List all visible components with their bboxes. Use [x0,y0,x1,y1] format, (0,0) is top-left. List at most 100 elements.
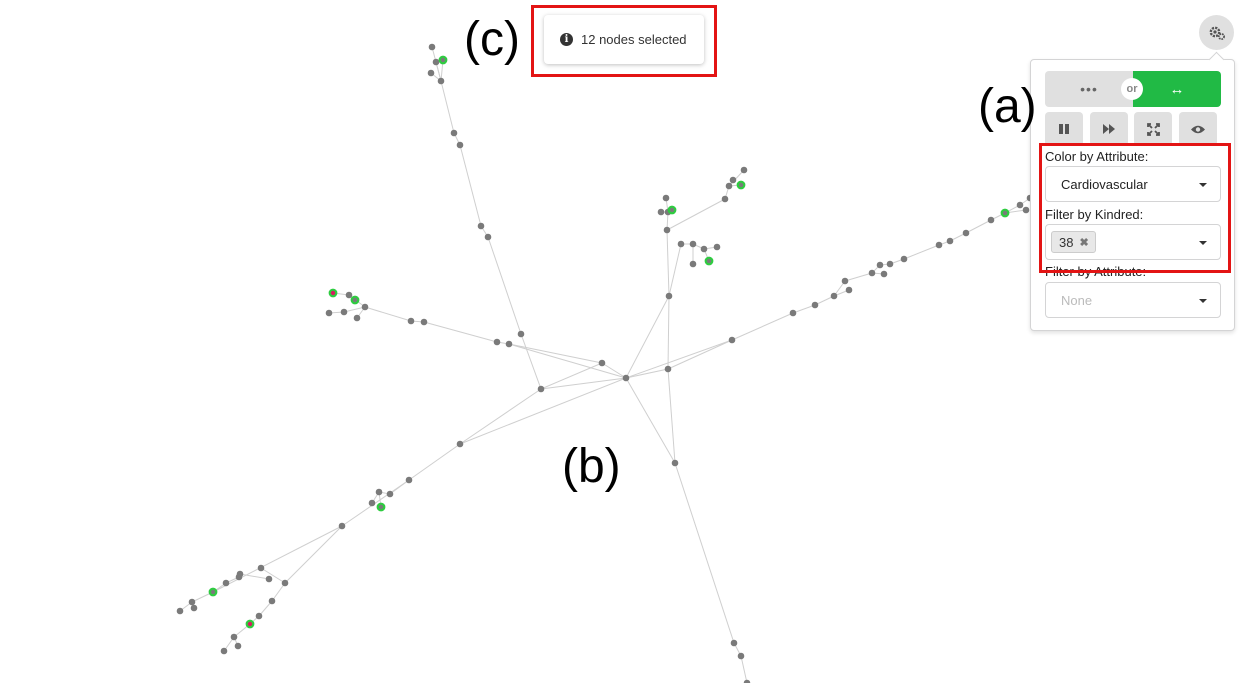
settings-button[interactable] [1199,15,1234,50]
graph-node[interactable] [230,633,238,641]
graph-node[interactable] [598,359,606,367]
graph-edge [440,80,455,134]
graph-node-selected[interactable] [1000,208,1010,218]
graph-node-selected[interactable] [376,502,386,512]
graph-node[interactable] [234,642,242,650]
graph-node[interactable] [405,476,413,484]
graph-node-selected[interactable] [208,587,218,597]
graph-node[interactable] [841,277,849,285]
graph-node[interactable] [456,141,464,149]
graph-node[interactable] [368,499,376,507]
color-by-attribute-select[interactable]: Cardiovascular [1045,166,1221,202]
graph-node[interactable] [743,679,751,683]
graph-node[interactable] [737,652,745,660]
graph-node[interactable] [222,579,230,587]
graph-node[interactable] [484,233,492,241]
graph-node[interactable] [257,564,265,572]
graph-node[interactable] [728,336,736,344]
graph-node[interactable] [517,330,525,338]
graph-node[interactable] [845,286,853,294]
graph-node[interactable] [420,318,428,326]
pause-button[interactable] [1045,112,1083,146]
graph-node[interactable] [407,317,415,325]
graph-node[interactable] [689,260,697,268]
graph-node[interactable] [427,69,435,77]
graph-node[interactable] [361,303,369,311]
graph-node[interactable] [876,261,884,269]
graph-node[interactable] [657,208,665,216]
graph-node[interactable] [730,639,738,647]
graph-node[interactable] [868,269,876,277]
graph-node-selected[interactable] [667,205,677,215]
graph-node[interactable] [1022,206,1030,214]
graph-node[interactable] [721,195,729,203]
graph-node[interactable] [456,440,464,448]
graph-node[interactable] [338,522,346,530]
graph-node[interactable] [345,291,353,299]
fit-view-button[interactable] [1134,112,1172,146]
graph-node[interactable] [987,216,995,224]
graph-node[interactable] [664,365,672,373]
graph-node[interactable] [740,166,748,174]
graph-node[interactable] [432,58,440,66]
graph-node[interactable] [281,579,289,587]
graph-node[interactable] [493,338,501,346]
graph-node[interactable] [265,575,273,583]
graph-node[interactable] [353,314,361,322]
graph-node[interactable] [340,308,348,316]
graph-node[interactable] [677,240,685,248]
graph-node[interactable] [886,260,894,268]
graph-node[interactable] [375,488,383,496]
graph-node[interactable] [663,226,671,234]
remove-chip-icon[interactable]: ✖ [1079,236,1089,249]
graph-node[interactable] [689,240,697,248]
graph-node[interactable] [811,301,819,309]
graph-node[interactable] [190,604,198,612]
graph-node[interactable] [450,129,458,137]
graph-node[interactable] [713,243,721,251]
graph-node[interactable] [789,309,797,317]
graph-node[interactable] [255,612,263,620]
graph-node[interactable] [176,607,184,615]
graph-node-selected[interactable] [350,295,360,305]
graph-node-selected[interactable] [704,256,714,266]
fast-forward-button[interactable] [1090,112,1128,146]
filter-by-attribute-select[interactable]: None [1045,282,1221,318]
graph-node[interactable] [830,292,838,300]
graph-node[interactable] [325,309,333,317]
graph-node[interactable] [537,385,545,393]
layout-option-dots[interactable]: ••• [1045,71,1133,107]
graph-node[interactable] [962,229,970,237]
graph-node-selected[interactable] [245,619,255,629]
graph-node-selected[interactable] [438,55,448,65]
graph-node[interactable] [622,374,630,382]
figure-label-a: (a) [978,80,1037,133]
graph-node[interactable] [477,222,485,230]
graph-node[interactable] [386,490,394,498]
graph-node[interactable] [428,43,436,51]
graph-node[interactable] [505,340,513,348]
graph-nodes[interactable] [176,43,1034,683]
graph-node[interactable] [900,255,908,263]
graph-node[interactable] [662,194,670,202]
graph-node[interactable] [188,598,196,606]
filter-by-kindred-select[interactable]: 38 ✖ [1045,224,1221,260]
graph-node[interactable] [725,182,733,190]
layout-option-horizontal[interactable]: ↔ [1133,71,1221,107]
graph-node[interactable] [671,459,679,467]
graph-node[interactable] [946,237,954,245]
graph-node[interactable] [729,176,737,184]
graph-node[interactable] [935,241,943,249]
graph-node[interactable] [437,77,445,85]
graph-node-selected[interactable] [328,288,338,298]
visibility-button[interactable] [1179,112,1217,146]
graph-node-selected[interactable] [736,180,746,190]
graph-node[interactable] [236,570,244,578]
graph-node[interactable] [220,647,228,655]
graph-node[interactable] [268,597,276,605]
graph-node[interactable] [665,292,673,300]
graph-node[interactable] [880,270,888,278]
graph-node[interactable] [700,245,708,253]
graph-node[interactable] [1016,201,1024,209]
